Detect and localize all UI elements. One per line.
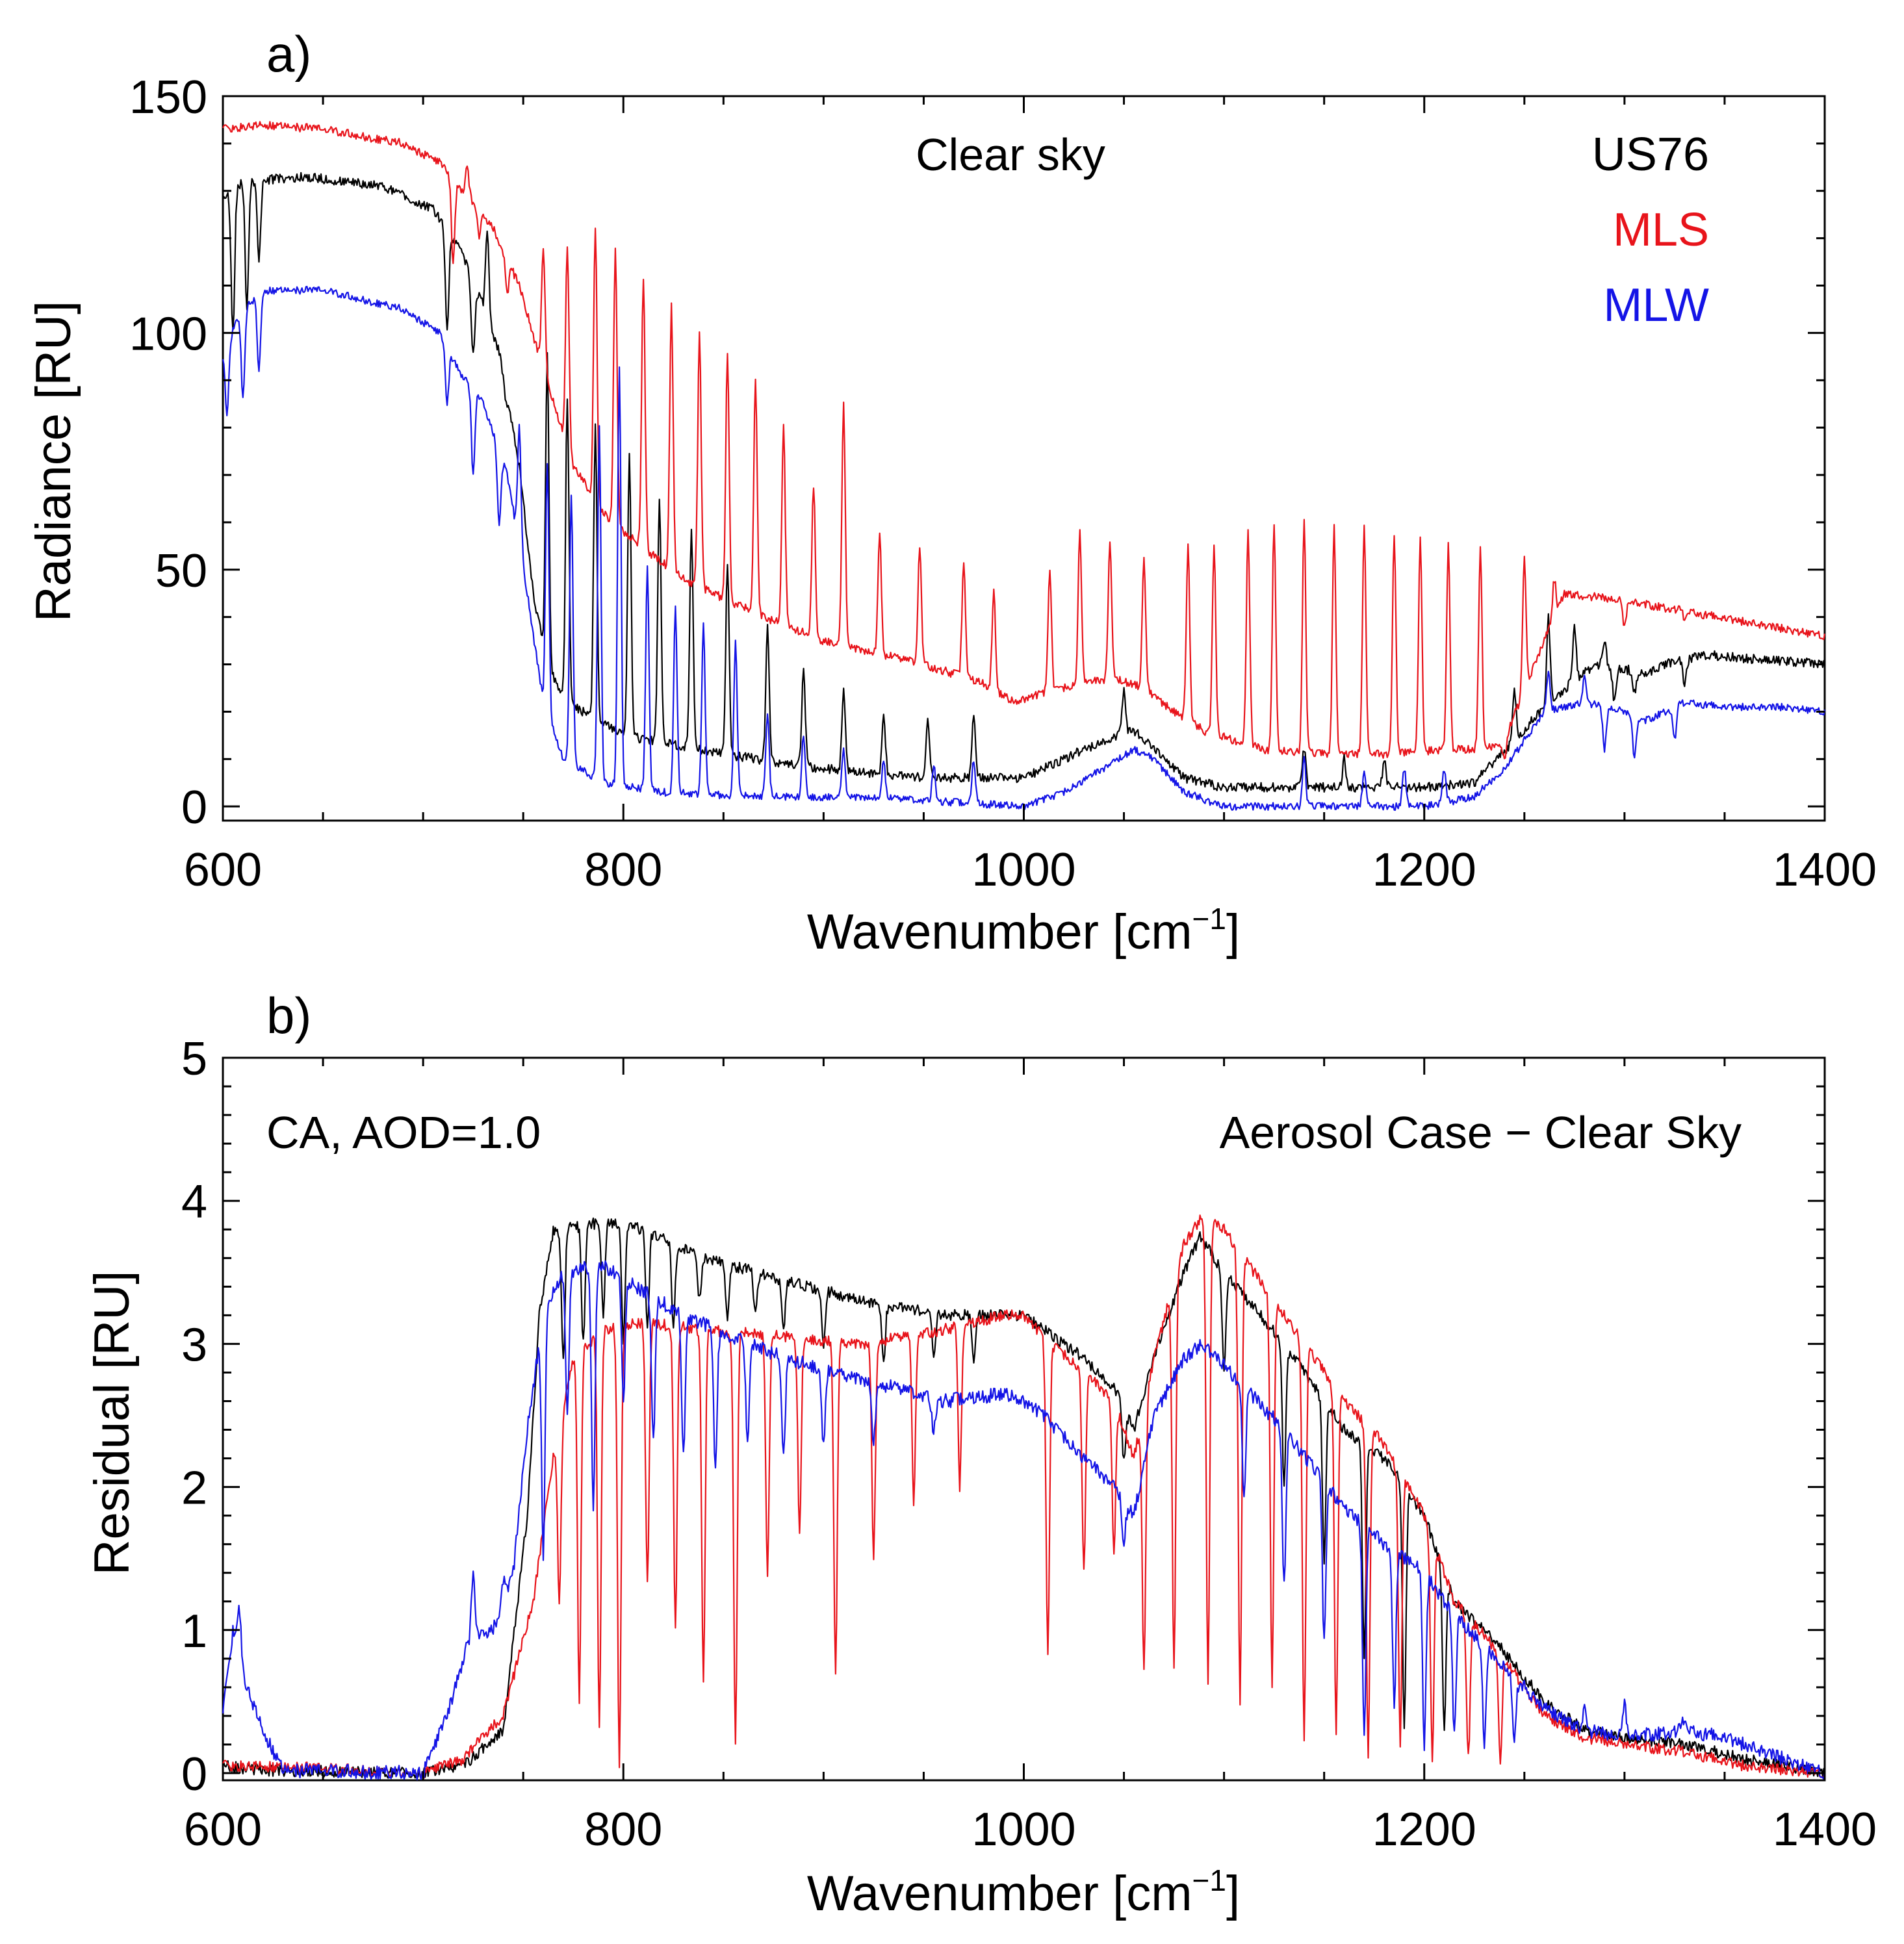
panel-b-ticks: 600 800 1000 1200 1400 0 1 2 3 4 5 xyxy=(181,1033,1877,1856)
panel-a-ytick-label: 0 xyxy=(181,782,207,834)
panel-b-ylabel: Residual [RU] xyxy=(84,1271,140,1576)
panel-b-ytick-label: 4 xyxy=(181,1176,207,1228)
panel-a: a) 600 800 1000 1200 1400 0 50 100 150 Clear sky… xyxy=(26,25,1877,960)
panel-a-xlabel-sup: −1 xyxy=(1192,902,1226,936)
panel-b-xtick-label: 600 xyxy=(184,1804,262,1856)
panel-b-ytick-label: 0 xyxy=(181,1748,207,1800)
panel-a-xtick-label: 1200 xyxy=(1372,844,1476,896)
panel-b-xlabel-sup: −1 xyxy=(1192,1863,1226,1897)
panel-b-series-us76 xyxy=(222,1217,1825,1780)
panel-a-xlabel: Wavenumber [cm−1] xyxy=(807,902,1240,960)
panel-b-xlabel-end: ] xyxy=(1226,1866,1240,1921)
panel-b-xtick-label: 1200 xyxy=(1372,1804,1476,1856)
panel-b-ytick-label: 5 xyxy=(181,1033,207,1085)
panel-b-xtick-label: 1400 xyxy=(1773,1804,1877,1856)
legend-mls: MLS xyxy=(1613,204,1709,256)
panel-a-label: a) xyxy=(266,25,311,83)
panel-b-xtick-label: 1000 xyxy=(971,1804,1075,1856)
panel-b-title: Aerosol Case − Clear Sky xyxy=(1220,1107,1742,1158)
legend-us76: US76 xyxy=(1592,129,1709,181)
panel-a-series-mlw xyxy=(222,285,1826,811)
panel-a-frame xyxy=(222,95,1826,822)
panel-a-title: Clear sky xyxy=(916,129,1105,180)
panel-a-series-us76 xyxy=(222,172,1825,793)
panel-a-series-mls xyxy=(222,121,1826,760)
panel-a-xtick-label: 800 xyxy=(584,844,662,896)
panel-a-xtick-label: 1400 xyxy=(1773,844,1877,896)
panel-b-series-mls xyxy=(222,1214,1826,1780)
panel-a-xtick-label: 1000 xyxy=(971,844,1075,896)
panel-b-frame xyxy=(222,1056,1826,1782)
panel-b-subtitle: CA, AOD=1.0 xyxy=(266,1107,541,1158)
panel-a-xlabel-end: ] xyxy=(1226,904,1240,960)
legend-mlw: MLW xyxy=(1603,279,1709,331)
panel-b-ytick-label: 2 xyxy=(181,1463,207,1515)
panel-a-xlabel-main: Wavenumber [cm xyxy=(807,904,1192,960)
panel-a-ytick-label: 100 xyxy=(129,308,207,360)
panel-b-series-mlw xyxy=(222,1260,1826,1781)
panel-a-ytick-label: 150 xyxy=(129,71,207,123)
panel-a-ticks: 600 800 1000 1200 1400 0 50 100 150 xyxy=(129,71,1877,896)
panel-a-xtick-label: 600 xyxy=(184,844,262,896)
panel-a-ylabel: Radiance [RU] xyxy=(26,301,81,622)
panel-b-series xyxy=(222,1214,1826,1781)
panel-b-xlabel: Wavenumber [cm−1] xyxy=(807,1863,1240,1921)
panel-b-ytick-label: 3 xyxy=(181,1319,207,1371)
panel-b-xlabel-main: Wavenumber [cm xyxy=(807,1866,1192,1921)
panel-b-label: b) xyxy=(266,987,311,1044)
panel-a-ytick-label: 50 xyxy=(155,545,207,597)
panel-a-series xyxy=(222,121,1826,811)
panel-b-xtick-label: 800 xyxy=(584,1804,662,1856)
panel-b-ytick-label: 1 xyxy=(181,1605,207,1657)
